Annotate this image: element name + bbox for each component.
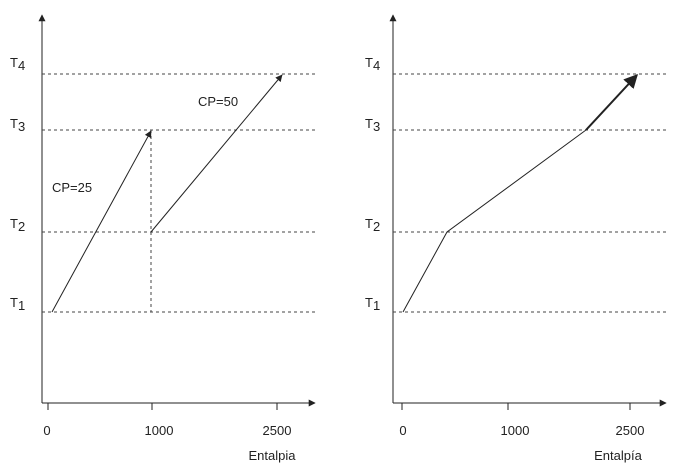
right-level-label-t2: T2 (365, 216, 380, 234)
left-level-label-t3: T3 (10, 116, 25, 134)
right-level-label-t3: T3 (365, 116, 380, 134)
right-tick-label-1000: 1000 (501, 423, 530, 438)
left-stream-label-cp25: CP=25 (52, 180, 92, 195)
left-tick-label-0: 0 (43, 423, 50, 438)
right-tick-label-0: 0 (399, 423, 406, 438)
left-stream-label-cp50: CP=50 (198, 94, 238, 109)
left-level-label-t2: T2 (10, 216, 25, 234)
left-x-axis-label: Entalpia (249, 448, 297, 463)
right-composite-curve (402, 129, 587, 313)
right-tick-label-2500: 2500 (616, 423, 645, 438)
left-stream-cp25-arrow (51, 130, 152, 313)
right-level-label-t1: T1 (365, 295, 380, 313)
left-level-label-t1: T1 (10, 295, 25, 313)
right-composite-curve-arrow (585, 73, 638, 131)
left-tick-label-2500: 2500 (263, 423, 292, 438)
right-panel: 0 1000 2500 Entalpía T4 T3 T2 T1 (365, 14, 667, 463)
right-x-axis-label: Entalpía (594, 448, 642, 463)
left-level-label-t4: T4 (10, 55, 25, 73)
right-level-label-t4: T4 (365, 55, 380, 73)
left-stream-cp50-arrow (150, 74, 283, 233)
left-panel: 0 1000 2500 Entalpia T4 T3 T2 T1 CP=25 C… (10, 14, 316, 463)
left-tick-label-1000: 1000 (145, 423, 174, 438)
